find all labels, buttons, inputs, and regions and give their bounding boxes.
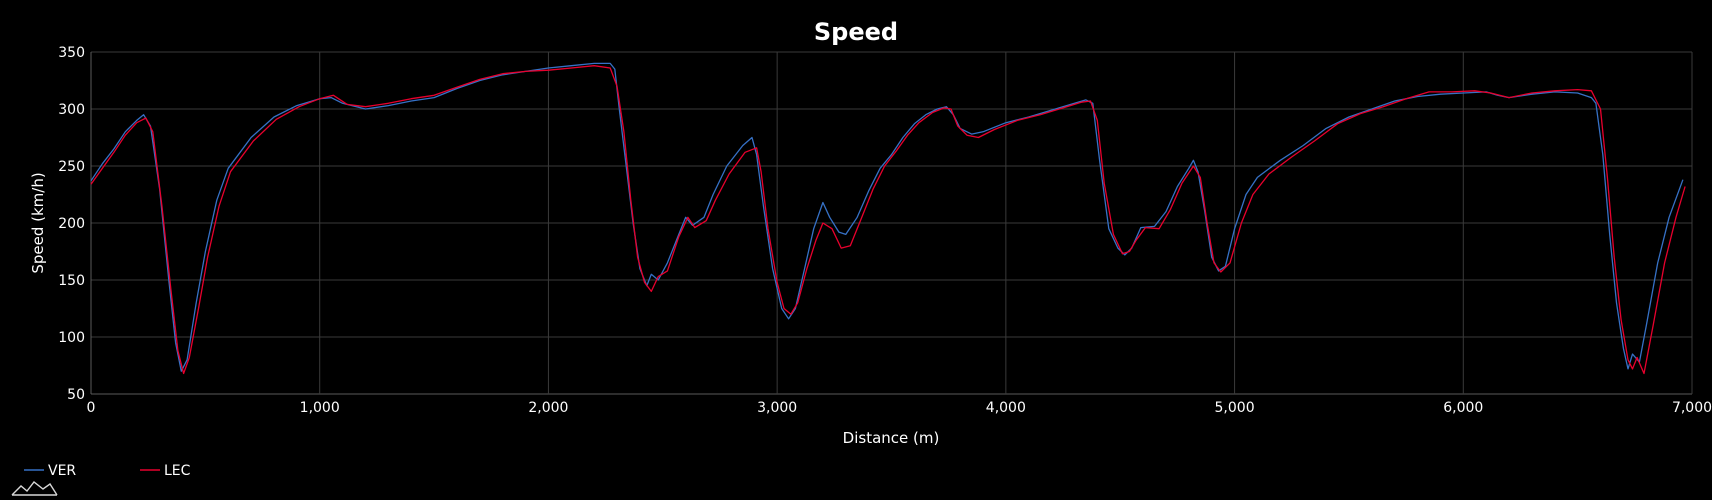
x-tick-label: 5,000 [1215,400,1255,416]
x-tick-label: 0 [87,400,96,416]
x-tick-label: 1,000 [300,400,340,416]
x-tick-label: 2,000 [528,400,568,416]
legend: VER LEC [24,463,191,479]
x-tick-label: 3,000 [757,400,797,416]
x-tick-label: 7,000 [1672,400,1712,416]
chart-title: Speed [814,18,898,46]
y-tick-label: 200 [58,216,85,232]
x-tick-label: 6,000 [1443,400,1483,416]
x-axis-label: Distance (m) [843,429,940,447]
legend-label-lec: LEC [164,463,191,479]
series-line-ver [90,62,1684,372]
y-tick-label: 50 [67,387,85,403]
axes: 50 100 150 200 250 300 350 0 1,000 2,000 3,000 4,00… [58,45,1712,416]
grid [90,51,1693,395]
series-lines [90,62,1686,375]
y-tick-label: 300 [58,102,85,118]
x-tick-label: 4,000 [986,400,1026,416]
y-tick-label: 250 [58,159,85,175]
brand-logo-icon [11,481,58,496]
y-tick-label: 100 [58,330,85,346]
legend-label-ver: VER [48,463,76,479]
y-tick-label: 150 [58,273,85,289]
series-line-lec [90,65,1686,375]
y-tick-label: 350 [58,45,85,61]
y-axis-label: Speed (km/h) [29,172,47,273]
